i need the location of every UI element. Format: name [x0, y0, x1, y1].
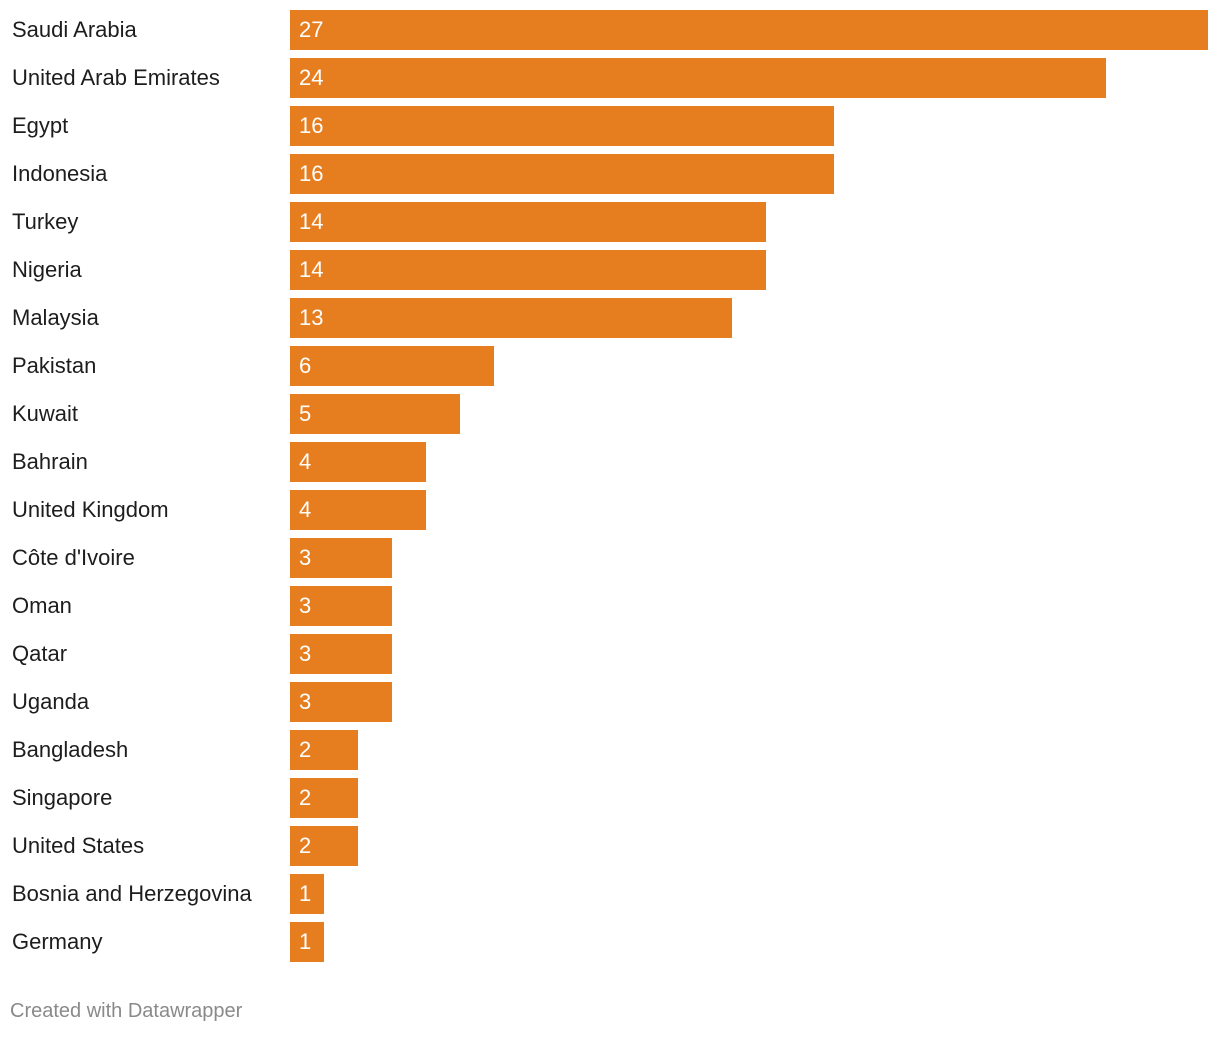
value-label: 5 — [299, 401, 312, 426]
category-label: Bosnia and Herzegovina — [12, 881, 252, 906]
category-label: Malaysia — [12, 305, 99, 330]
footer-credit: Created with Datawrapper — [10, 1000, 243, 1022]
value-label: 3 — [299, 641, 312, 666]
value-label: 16 — [299, 113, 324, 138]
value-label: 4 — [299, 497, 312, 522]
bar: 24 — [290, 58, 1106, 98]
bar: 5 — [290, 394, 460, 434]
bar-chart: Saudi Arabia 27 United Arab Emirates 24 Egyp… — [12, 10, 1208, 962]
value-label: 1 — [299, 881, 312, 906]
bar: 27 — [290, 10, 1208, 50]
category-label: Singapore — [12, 785, 113, 810]
category-label: Pakistan — [12, 353, 97, 378]
value-label: 14 — [299, 257, 324, 282]
category-label: United Arab Emirates — [12, 65, 220, 90]
bar: 2 — [290, 826, 358, 866]
bar: 2 — [290, 730, 358, 770]
bar: 3 — [290, 634, 392, 674]
value-label: 27 — [299, 17, 324, 42]
bar: 4 — [290, 442, 426, 482]
value-label: 3 — [299, 545, 312, 570]
category-label: Uganda — [12, 689, 90, 714]
bar: 3 — [290, 538, 392, 578]
value-label: 4 — [299, 449, 312, 474]
bar: 3 — [290, 682, 392, 722]
category-label: Germany — [12, 929, 103, 954]
category-label: Bahrain — [12, 449, 88, 474]
value-label: 2 — [299, 737, 312, 762]
value-label: 2 — [299, 785, 312, 810]
value-label: 3 — [299, 689, 312, 714]
bar: 3 — [290, 586, 392, 626]
value-label: 14 — [299, 209, 324, 234]
category-label: Côte d'Ivoire — [12, 545, 135, 570]
bar: 13 — [290, 298, 732, 338]
bar: 6 — [290, 346, 494, 386]
category-label: Qatar — [12, 641, 68, 666]
category-label: Indonesia — [12, 161, 108, 186]
value-label: 3 — [299, 593, 312, 618]
category-label: Nigeria — [12, 257, 82, 282]
category-label: Egypt — [12, 113, 69, 138]
value-label: 16 — [299, 161, 324, 186]
bar: 16 — [290, 106, 834, 146]
value-label: 13 — [299, 305, 324, 330]
bar: 2 — [290, 778, 358, 818]
bar: 14 — [290, 202, 766, 242]
category-label: Bangladesh — [12, 737, 129, 762]
bar: 4 — [290, 490, 426, 530]
bar: 16 — [290, 154, 834, 194]
value-label: 1 — [299, 929, 312, 954]
bar: 14 — [290, 250, 766, 290]
value-label: 6 — [299, 353, 312, 378]
category-label: Saudi Arabia — [12, 17, 137, 42]
bar: 1 — [290, 874, 324, 914]
category-label: Kuwait — [12, 401, 79, 426]
category-label: United Kingdom — [12, 497, 169, 522]
value-label: 2 — [299, 833, 312, 858]
value-label: 24 — [299, 65, 324, 90]
category-label: Oman — [12, 593, 72, 618]
category-label: United States — [12, 833, 145, 858]
bar: 1 — [290, 922, 324, 962]
category-label: Turkey — [12, 209, 79, 234]
